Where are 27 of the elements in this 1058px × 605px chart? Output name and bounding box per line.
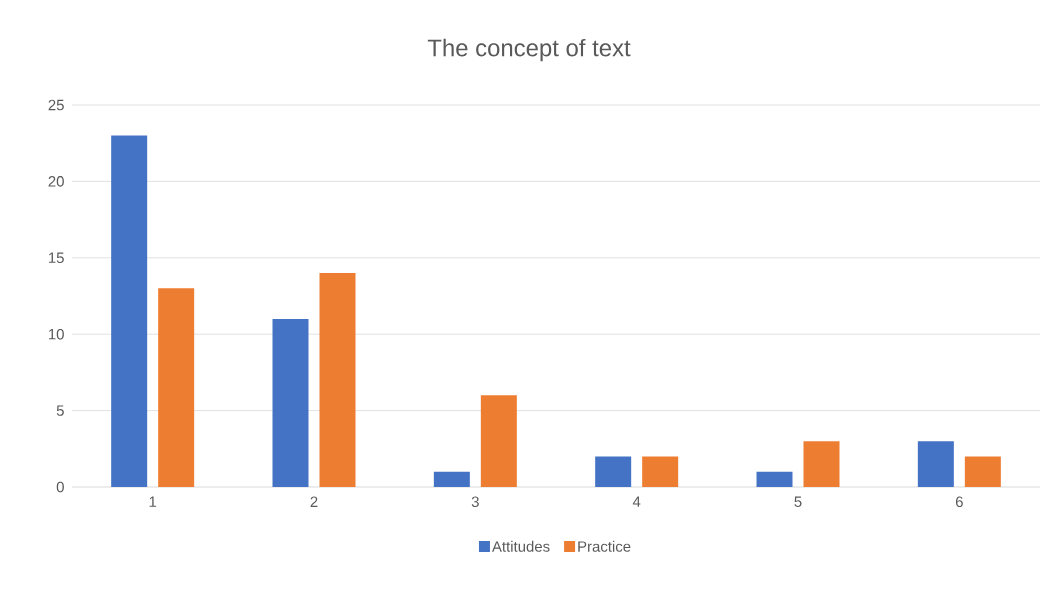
bar xyxy=(642,456,679,487)
y-tick-label: 10 xyxy=(49,328,64,340)
bar xyxy=(595,456,632,487)
legend-label: Practice xyxy=(578,540,631,552)
bar xyxy=(319,273,356,487)
bar xyxy=(803,441,840,487)
legend-label: Attitudes xyxy=(491,540,550,552)
y-tick-label: 5 xyxy=(56,405,64,416)
bar xyxy=(756,471,793,487)
x-tick-label: 4 xyxy=(632,496,641,507)
bar xyxy=(917,441,954,487)
x-tick-label: 2 xyxy=(310,496,318,507)
bar xyxy=(964,456,1001,487)
y-tick-label: 25 xyxy=(48,99,64,111)
x-tick-label: 3 xyxy=(471,496,479,508)
y-tick-label: 20 xyxy=(48,176,64,187)
chart-title: The concept of text xyxy=(427,38,631,62)
x-tick-label: 1 xyxy=(149,496,157,507)
bar xyxy=(111,135,148,487)
bar xyxy=(158,288,195,487)
y-tick-label: 0 xyxy=(56,481,64,493)
x-tick-label: 6 xyxy=(955,496,963,508)
x-tick-label: 5 xyxy=(794,496,802,507)
bar xyxy=(433,471,470,487)
bar xyxy=(480,395,517,487)
y-tick-label: 15 xyxy=(49,252,64,264)
bar xyxy=(272,318,309,487)
